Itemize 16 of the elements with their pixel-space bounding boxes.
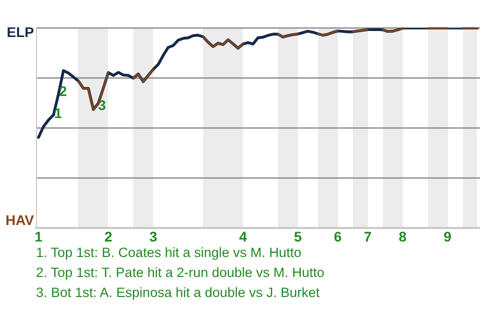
x-tick-label: 6 — [334, 228, 342, 244]
x-tick-label: 5 — [294, 228, 302, 244]
text: ELP — [6, 24, 34, 40]
text: 1. Top 1st: B. Coates hit a single vs M. Hutto — [36, 244, 302, 262]
text: HAV — [5, 212, 35, 228]
x-tick-label: 9 — [444, 228, 452, 244]
x-tick-label: 2 — [104, 228, 112, 244]
x-tick-label: 8 — [398, 228, 407, 244]
x-tick-label: 4 — [239, 228, 248, 244]
annotation: 1 — [54, 104, 62, 121]
text: 2. Top 1st: T. Pate hit a 2-run double vs M. Hutto — [36, 264, 324, 282]
text: 3. Bot 1st: A. Espinosa hit a double vs J. Burket — [36, 284, 321, 302]
x-tick-label: 3 — [149, 228, 158, 244]
x-tick-label: 7 — [364, 228, 372, 244]
annotation: 3 — [98, 96, 106, 113]
x-tick-label: 1 — [34, 228, 43, 244]
